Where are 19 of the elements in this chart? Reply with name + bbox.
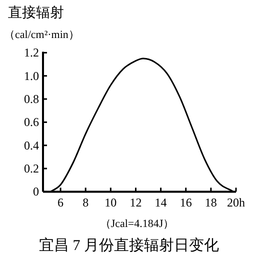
y-tick-label: 1.2 [24, 46, 39, 60]
x-tick-label: 6 [58, 196, 64, 210]
y-tick-label: 0.2 [24, 162, 39, 176]
text: 宜昌 7 月份直接辐射日变化 [39, 237, 219, 254]
x-tick-label: 8 [82, 196, 89, 210]
x-tick-label: 20h [227, 196, 245, 210]
y-tick-label: 0.4 [24, 138, 39, 152]
x-tick-label: 14 [154, 196, 167, 210]
text: （Jcal=4.184J） [100, 218, 174, 230]
text: （cal/cm²·min） [4, 29, 80, 41]
y-axis-title: 直接辐射 [8, 5, 64, 21]
y-tick-label: 0 [33, 184, 39, 199]
x-tick-label: 10 [104, 196, 117, 210]
x-tick-label: 18 [204, 196, 217, 210]
y-tick-label: 1.0 [24, 68, 39, 83]
y-tick-label: 0.6 [24, 115, 39, 130]
x-tick-label: 12 [130, 196, 142, 210]
y-tick-label: 0.8 [24, 92, 39, 106]
x-tick-label: 16 [180, 196, 192, 210]
